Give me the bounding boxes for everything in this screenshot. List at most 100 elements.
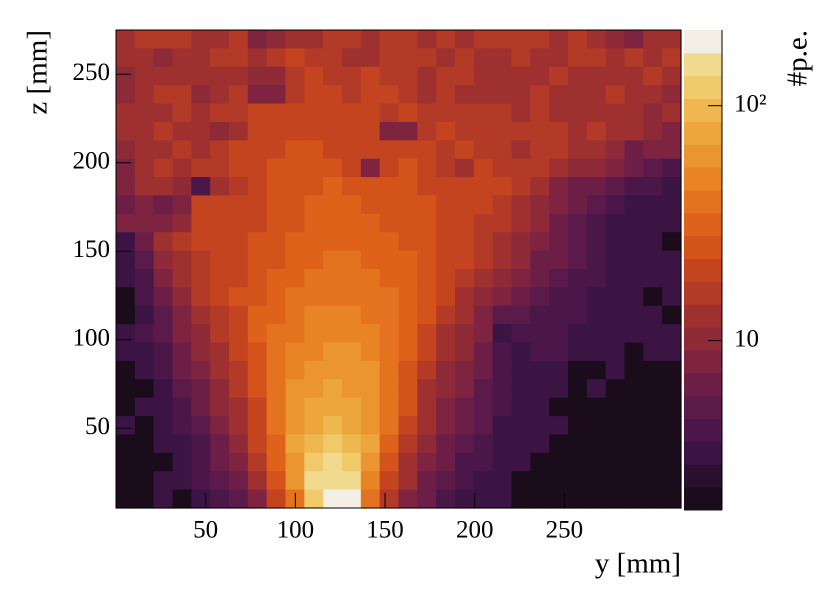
heatmap-cell bbox=[605, 342, 626, 362]
heatmap-cell bbox=[398, 397, 418, 417]
heatmap-cell bbox=[153, 85, 174, 105]
heatmap-cell bbox=[153, 452, 174, 472]
heatmap-cell bbox=[304, 342, 324, 362]
heatmap-cell bbox=[134, 379, 155, 399]
heatmap-cell bbox=[662, 287, 682, 307]
heatmap-cell bbox=[266, 379, 287, 399]
heatmap-cell bbox=[379, 103, 400, 123]
heatmap-cell bbox=[247, 158, 268, 178]
heatmap-cell bbox=[210, 48, 230, 68]
heatmap-cell bbox=[266, 397, 287, 417]
heatmap-cell bbox=[323, 434, 343, 454]
heatmap-cell bbox=[568, 30, 588, 49]
heatmap-cell bbox=[266, 103, 287, 123]
heatmap-cell bbox=[323, 250, 343, 270]
heatmap-cell bbox=[191, 250, 211, 270]
heatmap-cell bbox=[549, 103, 569, 123]
heatmap-cell bbox=[492, 342, 513, 362]
heatmap-cell bbox=[417, 195, 437, 215]
heatmap-cell bbox=[473, 324, 494, 344]
heatmap-cell bbox=[360, 121, 381, 141]
heatmap-cell bbox=[530, 397, 550, 417]
heatmap-cell bbox=[492, 324, 513, 344]
heatmap-cell bbox=[455, 324, 475, 344]
heatmap-cell bbox=[360, 232, 381, 252]
heatmap-cell bbox=[568, 379, 588, 399]
heatmap-cell bbox=[304, 489, 324, 509]
heatmap-cell bbox=[624, 250, 644, 270]
heatmap-cell bbox=[342, 158, 362, 178]
heatmap-cell bbox=[134, 213, 155, 233]
heatmap-cell bbox=[229, 121, 249, 141]
heatmap-cell bbox=[417, 434, 437, 454]
heatmap-cell bbox=[586, 140, 607, 160]
heatmap-cell bbox=[586, 471, 607, 491]
heatmap-cell bbox=[624, 416, 644, 436]
heatmap-cell bbox=[417, 250, 437, 270]
heatmap-cell bbox=[247, 452, 268, 472]
heatmap-cell bbox=[436, 287, 456, 307]
heatmap-cell bbox=[266, 30, 287, 49]
heatmap-cell bbox=[172, 30, 192, 49]
heatmap-cell bbox=[643, 195, 663, 215]
heatmap-cell bbox=[210, 85, 230, 105]
heatmap-cell bbox=[304, 397, 324, 417]
heatmap-cell bbox=[379, 66, 400, 86]
heatmap-cell bbox=[398, 177, 418, 197]
heatmap-cell bbox=[568, 397, 588, 417]
heatmap-cell bbox=[492, 471, 513, 491]
heatmap-cell bbox=[530, 85, 550, 105]
heatmap-cell bbox=[568, 269, 588, 288]
heatmap-cell bbox=[417, 397, 437, 417]
heatmap-cell bbox=[643, 213, 663, 233]
heatmap-cell bbox=[568, 434, 588, 454]
heatmap-cell bbox=[586, 269, 607, 288]
heatmap-cell bbox=[530, 66, 550, 86]
heatmap-cell bbox=[342, 416, 362, 436]
heatmap-cell bbox=[134, 452, 155, 472]
heatmap-cell bbox=[360, 416, 381, 436]
heatmap-cell bbox=[172, 305, 192, 325]
heatmap-cell bbox=[398, 379, 418, 399]
heatmap-cell bbox=[210, 121, 230, 141]
heatmap-cell bbox=[417, 232, 437, 252]
heatmap-cell bbox=[568, 140, 588, 160]
heatmap-cell bbox=[210, 250, 230, 270]
heatmap-cell bbox=[586, 250, 607, 270]
heatmap-cell bbox=[379, 489, 400, 509]
heatmap-cell bbox=[247, 379, 268, 399]
heatmap-cell bbox=[624, 66, 644, 86]
heatmap-cell bbox=[172, 66, 192, 86]
heatmap-cell bbox=[662, 452, 682, 472]
heatmap-cell bbox=[134, 416, 155, 436]
heatmap-cell bbox=[398, 30, 418, 49]
heatmap-cell bbox=[417, 287, 437, 307]
heatmap-cell bbox=[436, 379, 456, 399]
heatmap-cell bbox=[134, 287, 155, 307]
heatmap-cell bbox=[586, 66, 607, 86]
heatmap-cell bbox=[473, 158, 494, 178]
heatmap-cell bbox=[153, 232, 174, 252]
heatmap-cell bbox=[342, 452, 362, 472]
heatmap-cell bbox=[417, 269, 437, 288]
heatmap-cell bbox=[662, 232, 682, 252]
heatmap-cell bbox=[304, 232, 324, 252]
heatmap-cell bbox=[266, 66, 287, 86]
heatmap-cell bbox=[436, 416, 456, 436]
heatmap-cell bbox=[398, 416, 418, 436]
heatmap-cell bbox=[172, 250, 192, 270]
heatmap-cell bbox=[379, 342, 400, 362]
heatmap-cell bbox=[549, 434, 569, 454]
heatmap-cell bbox=[210, 379, 230, 399]
heatmap-cell bbox=[605, 471, 626, 491]
heatmap-cell bbox=[153, 324, 174, 344]
heatmap-cell bbox=[398, 342, 418, 362]
heatmap-cell bbox=[511, 103, 531, 123]
heatmap-cell bbox=[266, 158, 287, 178]
heatmap-cell bbox=[662, 195, 682, 215]
heatmap-cell bbox=[342, 324, 362, 344]
heatmap-cell bbox=[134, 305, 155, 325]
colorbar-band bbox=[684, 144, 722, 168]
heatmap-cell bbox=[568, 250, 588, 270]
heatmap-cell bbox=[323, 379, 343, 399]
